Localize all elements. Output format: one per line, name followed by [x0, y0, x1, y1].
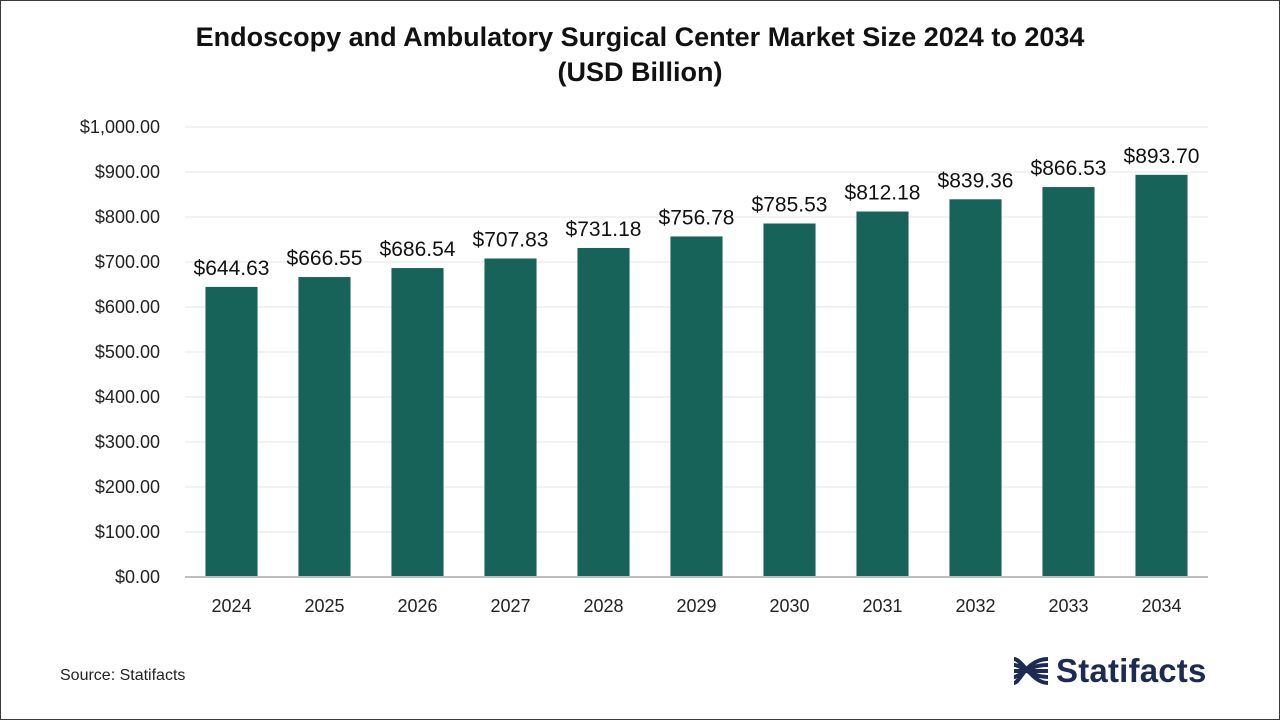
y-tick-label: $600.00: [95, 297, 160, 317]
bar: [1135, 174, 1188, 577]
source-note: Source: Statifacts: [60, 667, 186, 684]
x-tick-label: 2032: [955, 596, 995, 616]
data-label: $812.18: [845, 182, 921, 205]
chart-title: Endoscopy and Ambulatory Surgical Center…: [0, 20, 1280, 90]
bar: [484, 258, 537, 577]
y-tick-label: $300.00: [95, 432, 160, 452]
bars: [205, 174, 1188, 578]
y-tick-label: $1,000.00: [80, 117, 160, 137]
data-label: $785.53: [752, 194, 828, 217]
y-tick-label: $200.00: [95, 477, 160, 497]
data-label: $686.54: [380, 238, 456, 261]
x-tick-label: 2027: [490, 596, 530, 616]
bar: [1042, 187, 1095, 577]
y-tick-label: $100.00: [95, 522, 160, 542]
statifacts-logo-icon: [1013, 657, 1049, 685]
chart-title-line-1: Endoscopy and Ambulatory Surgical Center…: [195, 22, 1085, 52]
bar: [763, 223, 816, 577]
x-tick-label: 2028: [583, 596, 623, 616]
brand-logo: Statifacts: [1012, 652, 1207, 690]
bar: [670, 236, 723, 577]
data-labels: $644.63 $666.55 $686.54 $707.83 $731.18 $756.…: [194, 145, 1200, 280]
bar: [205, 286, 258, 577]
data-label: $666.55: [287, 247, 363, 270]
brand-name: Statifacts: [1056, 652, 1207, 689]
data-label: $707.83: [473, 228, 549, 251]
data-label: $839.36: [938, 169, 1014, 192]
x-axis-tick-labels: 2024 2025 2026 2027 2028 2029 2030 2031 2032 2033…: [211, 596, 1181, 616]
y-tick-label: $900.00: [95, 162, 160, 182]
x-tick-label: 2024: [211, 596, 251, 616]
data-label: $756.78: [659, 206, 735, 229]
x-tick-label: 2029: [676, 596, 716, 616]
bar: [298, 277, 351, 577]
bar: [856, 211, 909, 578]
y-tick-label: $500.00: [95, 342, 160, 362]
x-tick-label: 2034: [1141, 596, 1181, 616]
y-tick-label: $400.00: [95, 387, 160, 407]
data-label: $893.70: [1124, 145, 1200, 168]
data-label: $731.18: [566, 218, 642, 241]
x-tick-label: 2025: [304, 596, 344, 616]
bar: [391, 268, 444, 577]
bar: [949, 199, 1002, 577]
x-tick-label: 2033: [1048, 596, 1088, 616]
y-tick-label: $0.00: [115, 567, 160, 587]
y-tick-label: $800.00: [95, 207, 160, 227]
data-label: $644.63: [194, 257, 270, 280]
y-tick-label: $700.00: [95, 252, 160, 272]
data-label: $866.53: [1031, 157, 1107, 180]
y-axis-tick-labels: $0.00 $100.00 $200.00 $300.00 $400.00 $500.00…: [80, 117, 160, 587]
chart-title-line-2: (USD Billion): [557, 57, 723, 87]
x-tick-label: 2026: [397, 596, 437, 616]
x-tick-label: 2031: [862, 596, 902, 616]
bar: [577, 247, 630, 577]
x-tick-label: 2030: [769, 596, 809, 616]
